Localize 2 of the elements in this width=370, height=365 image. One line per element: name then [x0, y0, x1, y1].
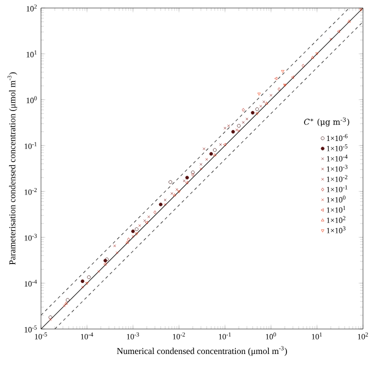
x-axis-title: Numerical condensed concentration (μmol m$^{-3}$)	[116, 346, 287, 356]
y-axis-title: Parameterisation condensed concentration (μmol m$^{-3}$)	[7, 72, 18, 265]
